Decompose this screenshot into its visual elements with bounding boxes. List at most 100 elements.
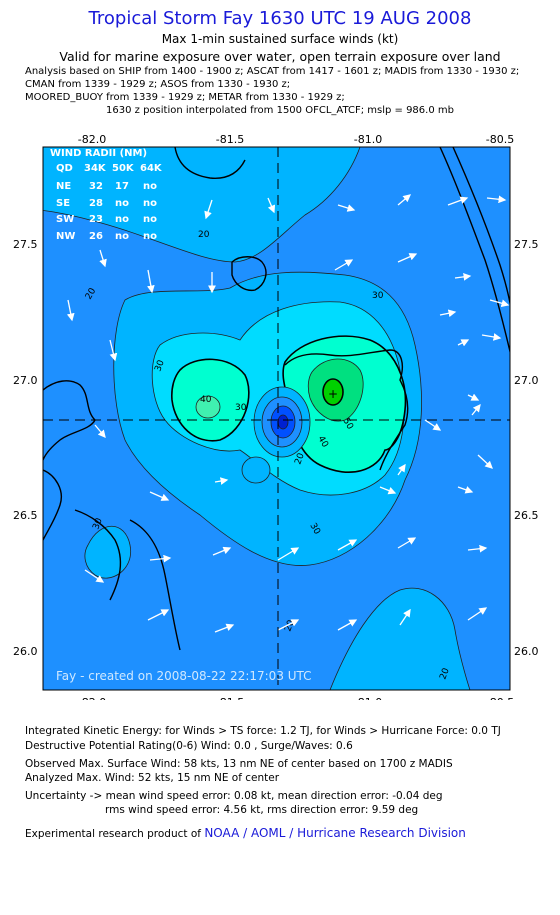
wind-vector (66, 299, 75, 322)
wind-radii-header: 34K (84, 163, 107, 174)
wind-vector (94, 424, 106, 438)
wind-vector (212, 546, 232, 556)
wind-vector (149, 554, 172, 563)
florida-east-coast (439, 147, 510, 355)
lat-tick-left: 26.0 (13, 645, 38, 658)
wind-vector (149, 491, 170, 501)
wind-vector (397, 253, 418, 263)
lat-tick-left: 27.5 (13, 238, 38, 251)
lake-okeechobee (174, 147, 246, 179)
wind-radii-cell: 23 (89, 214, 103, 225)
lat-tick-right: 26.5 (514, 509, 539, 522)
wind-vector (489, 299, 510, 308)
lat-tick-right: 27.0 (514, 374, 539, 387)
credit-line: Experimental research product of NOAA / … (25, 826, 466, 840)
wind-radii-header: 50K (112, 163, 135, 174)
wind-vector (481, 333, 502, 341)
analyzed-max-line: Analyzed Max. Wind: 52 kts, 15 nm NE of … (25, 772, 280, 784)
wind-vector (424, 419, 442, 431)
lon-tick-bottom: -81.5 (216, 696, 244, 700)
wind-radii-cell: SE (56, 198, 70, 209)
analysis-line: CMAN from 1339 - 1929 z; ASOS from 1330 … (25, 79, 291, 90)
wind-vector (277, 547, 300, 561)
wind-vector (214, 477, 229, 485)
wind-vector (147, 609, 170, 621)
center-position-note: 1630 z position interpolated from 1500 O… (106, 105, 454, 116)
contour-20-north (43, 147, 361, 263)
southwest-coast (74, 509, 122, 601)
uncertainty-line: Uncertainty -> mean wind speed error: 0.… (25, 790, 443, 802)
west-coast-south (43, 469, 62, 541)
contour-label: 30 (153, 359, 166, 373)
storm-area-coast (284, 349, 409, 471)
wind-vector (337, 619, 358, 631)
contour-label: 30 (235, 403, 247, 413)
wind-vector (454, 272, 472, 281)
wind-map: -82.0 -81.5 -81.0 -80.5 -82.0 -81.5 -81.… (13, 133, 539, 700)
credit-prefix: Experimental research product of (25, 828, 205, 840)
center-low-core (277, 414, 289, 430)
wind-radii-cell: no (143, 198, 157, 209)
wind-vector (334, 259, 354, 271)
wind-radii-cell: NE (56, 181, 71, 192)
wind-vector (471, 403, 481, 416)
wind-vector (486, 195, 507, 204)
wind-vector (467, 544, 488, 553)
wind-radii-cell: 28 (89, 198, 103, 209)
map-frame (42, 146, 511, 691)
wind-radii-cell: no (143, 214, 157, 225)
lon-tick-bottom: -82.0 (78, 696, 106, 700)
wind-vector (337, 539, 358, 551)
wind-vector (147, 269, 155, 294)
contour-20-blob (241, 456, 271, 484)
wind-radii-cell: SW (56, 214, 74, 225)
wind-radii-cell: 17 (115, 181, 129, 192)
page-title: Tropical Storm Fay 1630 UTC 19 AUG 2008 (88, 8, 472, 29)
wind-vector (277, 619, 300, 631)
wind-radii-header: QD (56, 163, 73, 174)
wind-vector (109, 339, 118, 362)
wind-vector (397, 463, 406, 476)
max-wind-core (322, 378, 344, 406)
contour-40-west-inner (195, 395, 221, 419)
contour-20-southwest (84, 526, 132, 579)
hrd-link[interactable]: NOAA / AOML / Hurricane Research Divisio… (204, 826, 466, 840)
ike-line: Integrated Kinetic Energy: for Winds > T… (25, 725, 501, 737)
lon-tick-top: -81.0 (354, 133, 382, 146)
wind-vector (267, 197, 276, 214)
contour-label: 30 (91, 517, 104, 531)
observed-max-line: Observed Max. Surface Wind: 58 kts, 13 n… (25, 758, 453, 770)
contour-label: 40 (200, 395, 212, 405)
lon-tick-bottom: -80.5 (486, 696, 514, 700)
wind-vector (467, 393, 480, 401)
wind-vector (399, 608, 411, 626)
lon-tick-top: -81.5 (216, 133, 244, 146)
lat-tick-left: 26.5 (13, 509, 38, 522)
valid-note: Valid for marine exposure over water, op… (59, 49, 501, 64)
wind-radii-cell: no (115, 214, 129, 225)
wind-vector (84, 569, 105, 583)
wind-radii-cell: no (115, 198, 129, 209)
florida-barrier-island (452, 147, 510, 308)
analysis-line: MOORED_BUOY from 1339 - 1929 z; METAR fr… (25, 92, 345, 103)
wind-vector (337, 204, 356, 212)
wind-radii-cell: NW (56, 231, 75, 242)
created-stamp: Fay - created on 2008-08-22 22:17:03 UTC (56, 669, 312, 683)
max-wind-marker: + (328, 387, 338, 401)
wind-vector (379, 486, 397, 495)
wind-radii-header: 64K (140, 163, 163, 174)
wind-vector (477, 454, 493, 469)
wind-vector (99, 249, 107, 268)
wind-vector (204, 199, 213, 220)
wind-vector (467, 607, 488, 621)
keys-coast (129, 519, 181, 651)
wind-vector (457, 486, 474, 494)
lat-tick-right: 27.5 (514, 238, 539, 251)
wind-radii-cell: 26 (89, 231, 103, 242)
contour-label: 30 (372, 291, 384, 301)
contour-label: 20 (198, 230, 210, 240)
wind-radii-cell: no (143, 181, 157, 192)
dpr-line: Destructive Potential Rating(0-6) Wind: … (25, 740, 353, 752)
contour-label: 20 (438, 667, 451, 681)
lon-tick-top: -80.5 (486, 133, 514, 146)
